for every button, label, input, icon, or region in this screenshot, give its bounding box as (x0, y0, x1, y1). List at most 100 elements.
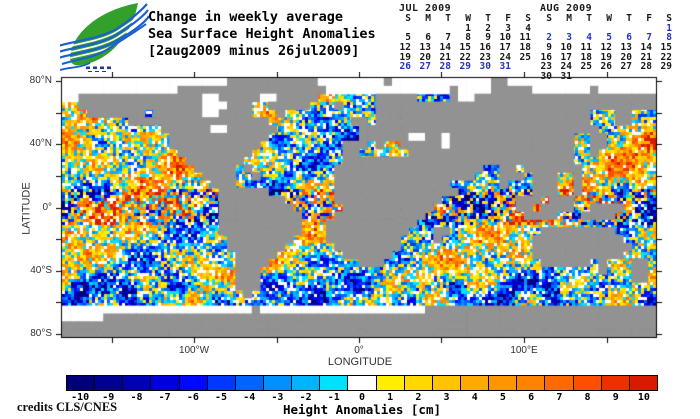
calendar-day: 4 (525, 22, 531, 34)
colorbar-cell (178, 375, 208, 391)
calendar-day: 12 (399, 42, 411, 54)
colorbar-cell (544, 375, 574, 391)
calendar-day: 22 (459, 51, 471, 63)
colorbar-cell (66, 375, 96, 391)
colorbar-tick-label: 10 (637, 392, 650, 403)
colorbar-tick-label: 8 (584, 392, 591, 403)
calendar-grid: S M T W T F S 1 2 3 4 5 6 7 8 9 10 11 12 13 14 15 16 17 18 19 20 21… (537, 14, 677, 82)
colorbar-tick-label: -9 (102, 392, 115, 403)
logo-waves (60, 3, 152, 71)
calendar-day: 19 (399, 51, 411, 63)
calendar-day-header: W (606, 13, 612, 24)
calendar-day: 17 (499, 42, 511, 54)
calendar-day-header: W (465, 13, 471, 24)
colorbar-tick-label: 0 (358, 392, 366, 403)
calendar-day: 15 (459, 42, 471, 54)
colorbar-tick-label: 6 (528, 392, 535, 403)
calendar-month-label: JUL 2009 (399, 3, 452, 14)
calendar-day: 16 (479, 42, 491, 54)
figure-title-line-3: [2aug2009 minus 26jul2009] (148, 43, 360, 59)
calendar-day: 19 (600, 51, 612, 63)
calendar-day: 6 (626, 32, 632, 44)
colorbar-cell (206, 375, 236, 391)
calendar-day: 15 (660, 42, 672, 54)
calendar-day: 4 (586, 32, 592, 44)
calendar-day: 13 (419, 42, 431, 54)
calendar-day: 26 (600, 61, 612, 73)
calendar-day: 10 (560, 42, 572, 54)
calendar-day: 14 (439, 42, 451, 54)
calendar-day: 28 (640, 61, 652, 73)
calendar-day: 31 (499, 61, 511, 73)
calendar-day: 9 (485, 32, 491, 44)
colorbar-tick-label: 2 (415, 392, 422, 403)
calendar-day: 10 (499, 32, 511, 44)
calendar-august-2009: AUG 2009 S M T W T F S 1 2 3 4 5 6 7 8 9 10 11 12 13 14 15 16 1… (537, 3, 677, 82)
calendar-day-header: F (505, 13, 511, 24)
calendar-day: 2 (546, 32, 552, 44)
x-tick-label: 100°W (178, 345, 210, 356)
figure-title-line-2: Sea Surface Height Anomalies (148, 26, 376, 42)
calendar-day-header: F (646, 13, 652, 24)
calendar-day: 23 (540, 61, 552, 73)
calendar-day: 25 (519, 51, 531, 63)
x-tick-label: 100°E (510, 345, 538, 356)
colorbar-cell (488, 375, 518, 391)
colorbar-tick-label: -7 (158, 392, 171, 403)
colorbar-cell (234, 375, 264, 391)
y-tick-label: 40°N (29, 138, 52, 150)
calendar-day: 11 (519, 32, 531, 44)
calendar-day: 14 (640, 42, 652, 54)
colorbar-tick-labels: -10 -9 -8 -7 -6 -5 -4 -3 -2 -1 0 1 2 3 4 5 6 7 8 9 10 (66, 392, 658, 403)
colorbar-cell (94, 375, 124, 391)
y-tick-label: 0° (42, 201, 52, 213)
calendar-day: 5 (405, 32, 411, 44)
colorbar-cell (262, 375, 293, 391)
colorbar-cell (375, 375, 405, 391)
calendar-day: 5 (606, 32, 612, 44)
calendar-day: 20 (419, 51, 431, 63)
colorbar-tick-label: -2 (299, 392, 312, 403)
anomaly-world-map (56, 72, 663, 344)
calendar-day: 24 (499, 51, 511, 63)
figure-title: Change in weekly average Sea Surface Hei… (148, 9, 376, 60)
calendar-day: 1 (465, 22, 471, 34)
x-tick-label: 0° (354, 345, 364, 356)
colorbar-title: Height Anomalies [cm] (282, 402, 442, 417)
calendar-day-header: T (586, 13, 592, 24)
colorbar-cell (459, 375, 490, 391)
calendar-grid: S M T W T F S 1 2 3 4 5 6 7 8 9 10 11 12 13 14 15 16 17 18 19 20 21… (396, 14, 536, 72)
colorbar-cell (516, 375, 546, 391)
calendar-day: 8 (666, 32, 672, 44)
calendar-day: 30 (479, 61, 491, 73)
calendar-day: 9 (546, 42, 552, 54)
calendar-day (516, 62, 536, 72)
calendar-day: 7 (445, 32, 451, 44)
calendar-day: 8 (465, 32, 471, 44)
calendar-day: 11 (580, 42, 592, 54)
calendar-day: 18 (519, 42, 531, 54)
colorbar-cell (403, 375, 433, 391)
calendar-day: 25 (580, 61, 592, 73)
y-tick-label: 80°S (30, 327, 52, 339)
calendar-day: 2 (485, 22, 491, 34)
colorbar-cell (347, 375, 377, 391)
calendar-day: 27 (419, 61, 431, 73)
colorbar-cell (291, 375, 321, 391)
calendar-day: 6 (425, 32, 431, 44)
colorbar-tick-label: -10 (71, 392, 90, 403)
calendar-day: 7 (646, 32, 652, 44)
colorbar-cell (150, 375, 180, 391)
colorbar-tick-label: -8 (130, 392, 143, 403)
calendar-day-header: S (525, 13, 531, 24)
calendar-day: 21 (640, 51, 652, 63)
calendar-day (617, 72, 637, 82)
colorbar-cell (572, 375, 602, 391)
figure-title-line-1: Change in weekly average (148, 9, 344, 25)
calendar-day: 29 (660, 61, 672, 73)
calendar-day (597, 72, 617, 82)
colorbar-tick-label: -5 (215, 392, 228, 403)
colorbar-tick-label: -1 (327, 392, 340, 403)
calendar-day: 13 (620, 42, 632, 54)
